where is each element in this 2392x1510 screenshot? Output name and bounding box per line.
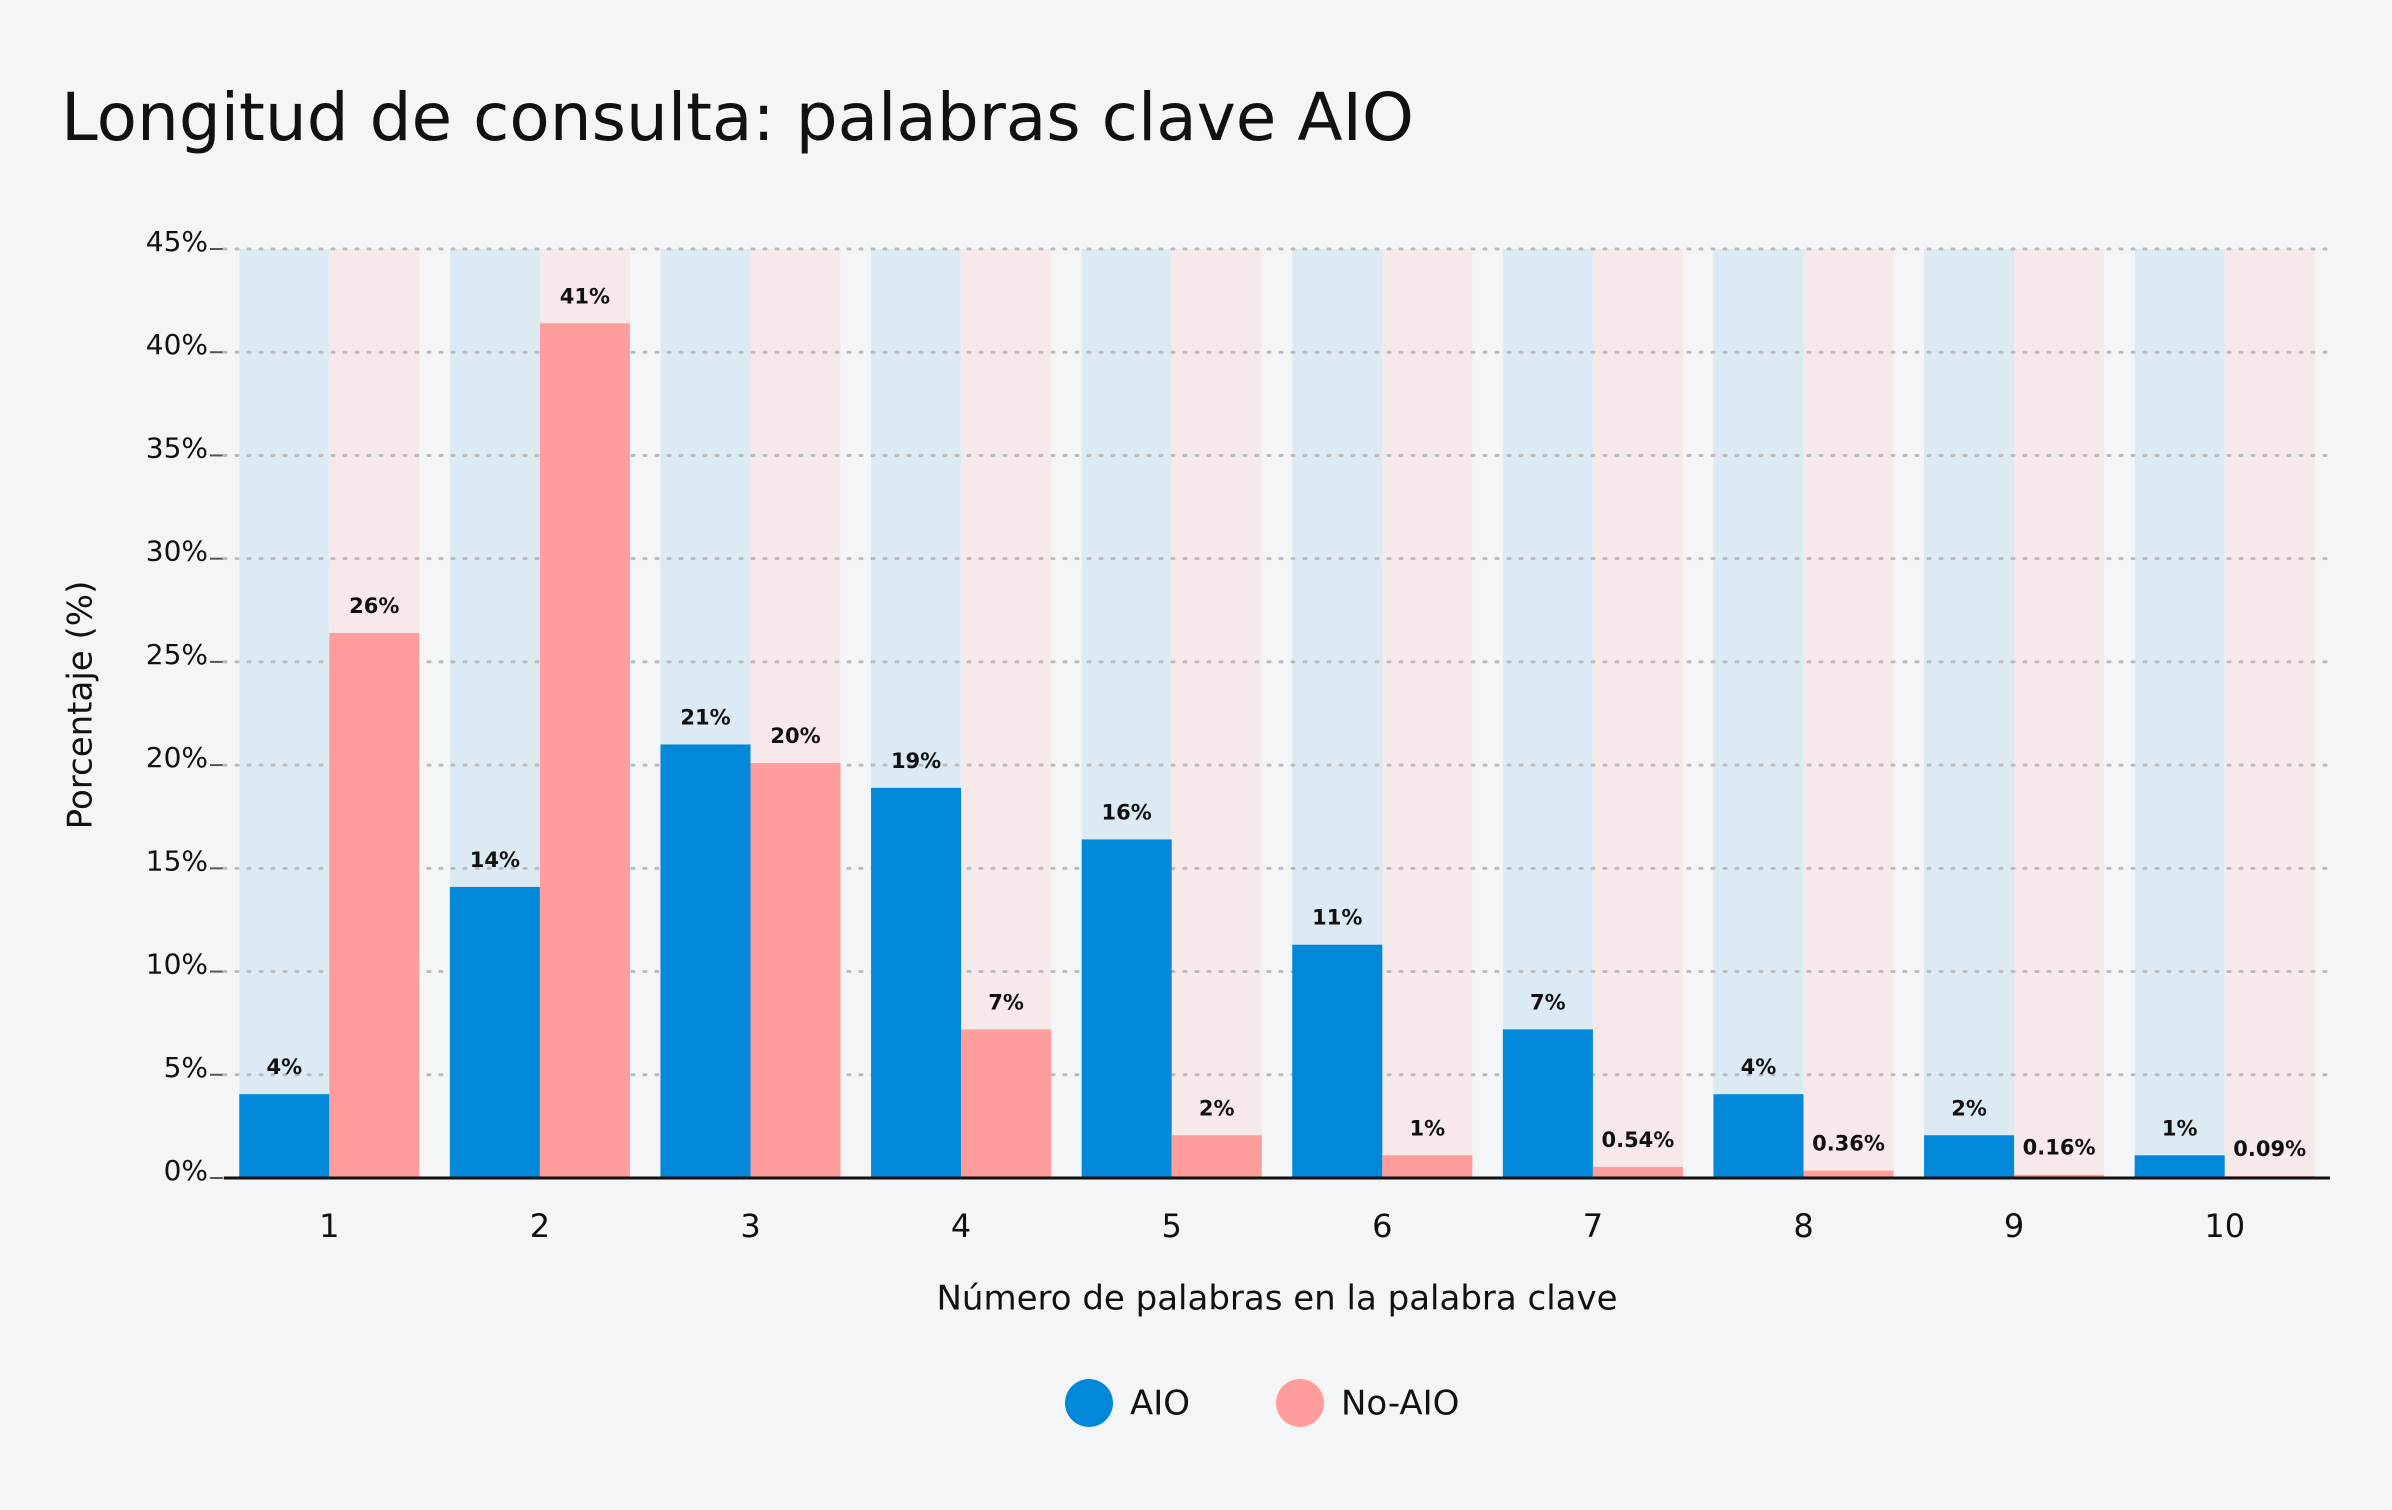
y-tick-label: 10% — [146, 948, 208, 981]
x-tick-label: 10 — [2204, 1207, 2245, 1245]
data-label: 0.54% — [1601, 1128, 1674, 1152]
data-label: 0.09% — [2233, 1137, 2306, 1161]
category-band — [961, 249, 1052, 1178]
bar — [1292, 944, 1383, 1178]
bar — [1713, 1094, 1804, 1178]
data-label: 2% — [1199, 1096, 1235, 1120]
data-label: 41% — [560, 284, 610, 308]
data-label: 7% — [988, 990, 1024, 1014]
y-tick-label: 45% — [146, 225, 208, 258]
bar — [449, 886, 540, 1178]
x-tick-label: 3 — [740, 1207, 760, 1245]
category-band — [2014, 249, 2105, 1178]
data-label: 16% — [1102, 800, 1152, 824]
bar — [239, 1094, 330, 1178]
category-band — [1803, 249, 1894, 1178]
data-label: 14% — [470, 848, 520, 872]
category-band — [1924, 249, 2015, 1178]
y-tick-label: 25% — [146, 638, 208, 671]
category-band — [1502, 249, 1593, 1178]
y-tick-label: 40% — [146, 328, 208, 361]
data-label: 4% — [1741, 1055, 1777, 1079]
bar — [961, 1029, 1052, 1178]
data-label: 1% — [1409, 1116, 1445, 1140]
y-tick-label: 20% — [146, 741, 208, 774]
x-tick-label: 8 — [1793, 1207, 1813, 1245]
category-band — [1171, 249, 1262, 1178]
data-label: 2% — [1951, 1096, 1987, 1120]
data-label: 4% — [266, 1055, 302, 1079]
x-tick-label: 6 — [1372, 1207, 1392, 1245]
data-label: 26% — [349, 594, 399, 618]
data-label: 1% — [2162, 1116, 2198, 1140]
bar — [1924, 1135, 2015, 1178]
bar — [2134, 1155, 2225, 1178]
bar — [1081, 839, 1172, 1178]
y-tick-label: 15% — [146, 844, 208, 877]
bar — [660, 744, 751, 1178]
y-tick-label: 5% — [164, 1051, 208, 1084]
x-tick-label: 1 — [319, 1207, 339, 1245]
legend-marker — [1276, 1379, 1324, 1427]
legend-label: AIO — [1130, 1384, 1190, 1424]
bar — [1592, 1166, 1683, 1178]
data-label: 0.36% — [1812, 1132, 1885, 1156]
category-band — [1382, 249, 1473, 1178]
bar — [2014, 1174, 2105, 1178]
legend-label: No-AIO — [1341, 1384, 1459, 1424]
bar — [1171, 1135, 1262, 1178]
category-band — [1713, 249, 1804, 1178]
y-tick-label: 0% — [164, 1154, 208, 1187]
category-band — [1592, 249, 1683, 1178]
y-tick-label: 30% — [146, 535, 208, 568]
category-band — [239, 249, 330, 1178]
bar — [871, 787, 962, 1178]
x-tick-label: 7 — [1583, 1207, 1603, 1245]
y-tick-label: 35% — [146, 431, 208, 464]
data-label: 11% — [1312, 906, 1362, 930]
y-axis-title: Porcentaje (%) — [61, 581, 101, 830]
category-band — [2224, 249, 2315, 1178]
x-tick-label: 4 — [951, 1207, 971, 1245]
x-tick-label: 5 — [1162, 1207, 1182, 1245]
x-axis-title: Número de palabras en la palabra clave — [936, 1279, 1617, 1319]
data-label: 0.16% — [2023, 1136, 2096, 1160]
bar — [1502, 1029, 1593, 1178]
x-tick-label: 9 — [2004, 1207, 2024, 1245]
data-label: 20% — [770, 724, 820, 748]
chart-title: Longitud de consulta: palabras clave AIO — [61, 79, 1414, 156]
data-label: 7% — [1530, 990, 1566, 1014]
bar — [539, 323, 630, 1178]
legend-marker — [1065, 1379, 1113, 1427]
bar — [329, 632, 420, 1178]
data-label: 19% — [891, 749, 941, 773]
category-band — [2134, 249, 2225, 1178]
bar — [1382, 1155, 1473, 1178]
bar — [750, 763, 841, 1178]
x-tick-label: 2 — [530, 1207, 550, 1245]
data-label: 21% — [680, 705, 730, 729]
bar — [1803, 1170, 1894, 1178]
